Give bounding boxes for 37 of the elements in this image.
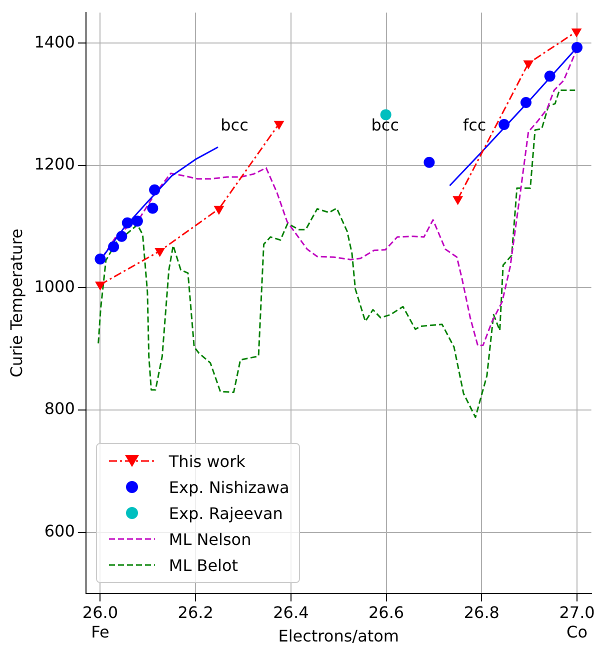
y-axis-title: Curie Temperature (6, 228, 26, 378)
y-tick-label: 600 (44, 521, 75, 540)
point (523, 60, 534, 70)
point (122, 217, 133, 228)
annotation: fcc (462, 116, 486, 135)
y-tick-label: 1200 (34, 154, 75, 174)
legend-label: ML Nelson (168, 530, 252, 549)
x-tick-label: 26.4 (273, 603, 309, 622)
x-axis-title: Electrons/atom (278, 626, 400, 646)
y-tick-label: 800 (44, 399, 75, 418)
annotation: bcc (371, 116, 399, 135)
x-tick-label: 26.6 (368, 603, 404, 622)
x-tick-label: 26.2 (178, 603, 214, 622)
legend-label: ML Belot (168, 556, 238, 575)
point (116, 230, 128, 242)
legend-label: This work (168, 452, 246, 471)
legend-label: Exp. Nishizawa (168, 478, 290, 497)
point (274, 120, 284, 130)
point (147, 202, 158, 214)
point (544, 70, 556, 82)
point (572, 42, 583, 53)
y-tick-label: 1400 (34, 32, 75, 52)
point (108, 241, 120, 252)
point (571, 28, 582, 38)
y-tick-label: 1000 (34, 276, 75, 296)
point (132, 216, 143, 227)
point (149, 184, 160, 196)
annotation: bcc (220, 116, 248, 135)
point (498, 118, 510, 130)
legend-label: Exp. Rajeevan (168, 504, 283, 523)
point (214, 206, 224, 215)
x-tick-label: 27.0 Co (559, 603, 595, 642)
point (94, 253, 106, 264)
point (424, 156, 435, 168)
x-tick-label: 26.0 Fe (82, 603, 118, 642)
point (520, 96, 532, 108)
x-tick-label: 26.8 (464, 603, 500, 622)
